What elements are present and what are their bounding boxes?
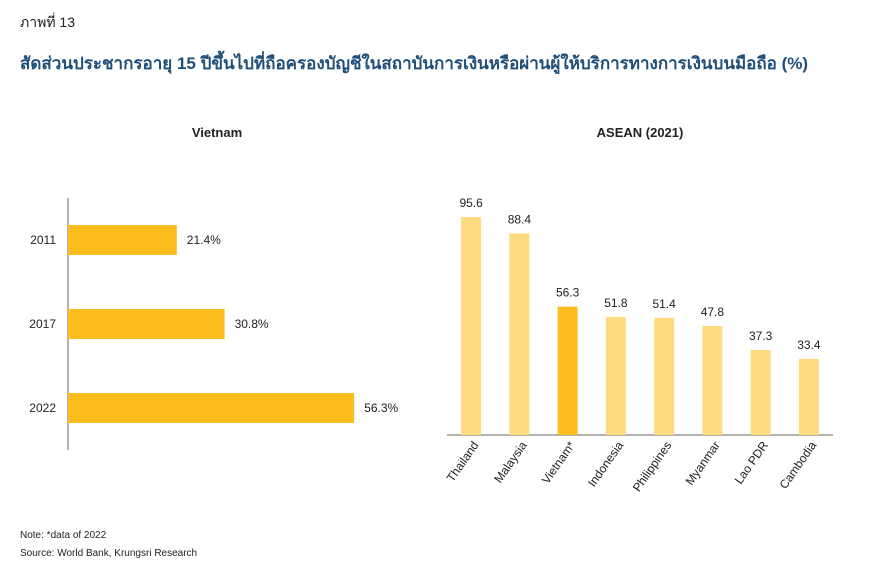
tick-label-myanmar: Myanmar <box>683 439 723 488</box>
data-label-vietnam: 56.3 <box>556 286 580 300</box>
asean-bar-chart: ASEAN (2021) 95.6 Thailand 88.4 Malaysia 56.… <box>444 125 833 494</box>
bar-indonesia <box>605 316 626 435</box>
tick-label-2017: 2017 <box>29 317 56 331</box>
tick-label-cambodia: Cambodia <box>776 438 819 491</box>
footnote: Note: *data of 2022 <box>20 530 107 541</box>
bar-malaysia <box>509 233 530 435</box>
bar-vietnam-2011 <box>68 225 177 255</box>
vietnam-chart-title: Vietnam <box>192 125 242 140</box>
vietnam-bar-chart: Vietnam 2011 21.4% 2017 30.8% 2022 56.3% <box>29 125 399 450</box>
data-label-cambodia: 33.4 <box>797 338 821 352</box>
data-label-malaysia: 88.4 <box>508 212 532 226</box>
tick-label-thailand: Thailand <box>444 439 482 485</box>
data-label-2011: 21.4% <box>187 233 221 247</box>
data-label-philippines: 51.4 <box>652 297 676 311</box>
bar-cambodia <box>798 358 819 435</box>
bar-vietnam <box>557 306 578 435</box>
data-label-lao-pdr: 37.3 <box>749 329 773 343</box>
bar-lao-pdr <box>750 349 771 435</box>
data-label-myanmar: 47.8 <box>701 305 725 319</box>
data-label-2022: 56.3% <box>364 401 398 415</box>
tick-label-2011: 2011 <box>30 233 56 247</box>
bar-myanmar <box>702 326 723 435</box>
tick-label-indonesia: Indonesia <box>585 438 627 489</box>
figure-label: ภาพที่ 13 <box>20 14 76 30</box>
bar-vietnam-2022 <box>68 393 355 423</box>
bar-vietnam-2017 <box>68 309 225 339</box>
data-label-indonesia: 51.8 <box>604 296 628 310</box>
bar-thailand <box>461 217 482 435</box>
tick-label-lao-pdr: Lao PDR <box>732 438 772 486</box>
tick-label-malaysia: Malaysia <box>491 438 530 485</box>
tick-label-vietnam: Vietnam* <box>539 438 578 486</box>
asean-chart-title: ASEAN (2021) <box>597 125 684 140</box>
tick-label-philippines: Philippines <box>630 439 675 495</box>
bar-philippines <box>654 317 675 435</box>
data-label-thailand: 95.6 <box>459 196 483 210</box>
figure-title: สัดส่วนประชากรอายุ 15 ปีขึ้นไปที่ถือครอง… <box>20 54 809 73</box>
tick-label-2022: 2022 <box>29 401 56 415</box>
source-note: Source: World Bank, Krungsri Research <box>20 548 198 559</box>
data-label-2017: 30.8% <box>235 317 269 331</box>
